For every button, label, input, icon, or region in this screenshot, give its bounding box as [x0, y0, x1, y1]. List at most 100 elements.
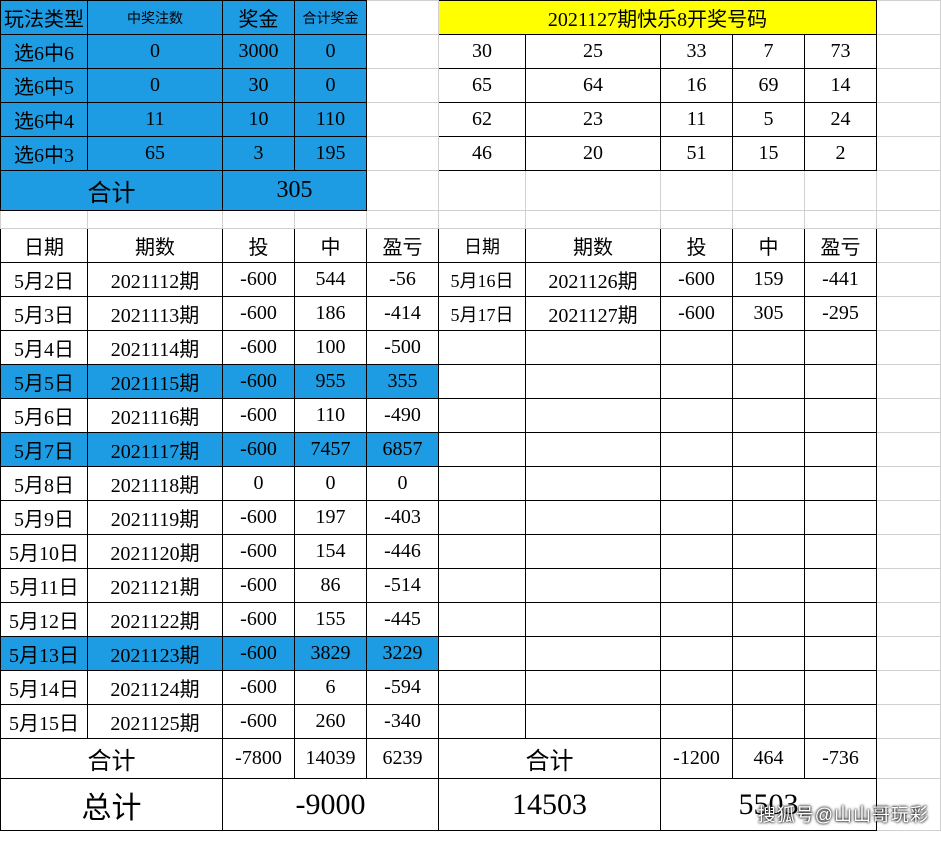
- lottery-number: 64: [526, 69, 661, 103]
- log-cell: 0: [223, 467, 295, 501]
- log-cell: 2021118期: [88, 467, 223, 501]
- lottery-number: 46: [439, 137, 526, 171]
- prize-total-label: 合计: [1, 171, 223, 211]
- grand-value: 14503: [439, 779, 661, 831]
- log-cell: [805, 535, 877, 569]
- log-cell: 5月5日: [1, 365, 88, 399]
- log-cell: -600: [223, 637, 295, 671]
- log-cell: 5月12日: [1, 603, 88, 637]
- log-cell: [439, 603, 526, 637]
- log-cell: [526, 399, 661, 433]
- log-cell: 6: [295, 671, 367, 705]
- subtotal-cell: 14039: [295, 739, 367, 779]
- log-cell: [526, 603, 661, 637]
- prize-header-prize: 奖金: [223, 1, 295, 35]
- log-cell: -600: [223, 399, 295, 433]
- lottery-number: 11: [661, 103, 733, 137]
- subtotal-cell: 464: [733, 739, 805, 779]
- log-cell: 2021113期: [88, 297, 223, 331]
- log-cell: [733, 433, 805, 467]
- log-cell: 3229: [367, 637, 439, 671]
- log-cell: [439, 569, 526, 603]
- log-cell: 2021122期: [88, 603, 223, 637]
- prize-bets: 11: [88, 103, 223, 137]
- log-cell: 2021125期: [88, 705, 223, 739]
- log-cell: 5月14日: [1, 671, 88, 705]
- log-cell: [805, 671, 877, 705]
- log-header: 日期: [1, 229, 88, 263]
- log-cell: [526, 331, 661, 365]
- log-cell: 2021127期: [526, 297, 661, 331]
- log-cell: [661, 467, 733, 501]
- subtotal-label: 合计: [439, 739, 661, 779]
- lottery-number: 7: [733, 35, 805, 69]
- log-header: 中: [295, 229, 367, 263]
- spreadsheet-table: 玩法类型中奖注数奖金合计奖金2021127期快乐8开奖号码选6中60300003…: [0, 0, 941, 831]
- prize-type: 选6中4: [1, 103, 88, 137]
- prize-header-bets: 中奖注数: [88, 1, 223, 35]
- lottery-number: 62: [439, 103, 526, 137]
- log-cell: [805, 705, 877, 739]
- prize-amount: 10: [223, 103, 295, 137]
- log-cell: 5月16日: [439, 263, 526, 297]
- prize-total: 110: [295, 103, 367, 137]
- log-cell: [733, 569, 805, 603]
- log-cell: [439, 501, 526, 535]
- log-cell: 2021117期: [88, 433, 223, 467]
- subtotal-cell: -1200: [661, 739, 733, 779]
- log-header: 期数: [526, 229, 661, 263]
- prize-header-type: 玩法类型: [1, 1, 88, 35]
- prize-total: 195: [295, 137, 367, 171]
- prize-total: 0: [295, 35, 367, 69]
- watermark-text: 搜狐号@山山哥玩彩: [758, 801, 929, 827]
- log-cell: 5月13日: [1, 637, 88, 671]
- log-cell: [661, 637, 733, 671]
- log-cell: [805, 467, 877, 501]
- log-cell: [661, 603, 733, 637]
- log-cell: -600: [223, 603, 295, 637]
- prize-type: 选6中6: [1, 35, 88, 69]
- log-header: 投: [661, 229, 733, 263]
- log-cell: -600: [223, 263, 295, 297]
- log-cell: 7457: [295, 433, 367, 467]
- prize-amount: 30: [223, 69, 295, 103]
- prize-type: 选6中5: [1, 69, 88, 103]
- log-cell: [439, 637, 526, 671]
- log-cell: 5月2日: [1, 263, 88, 297]
- log-cell: 2021121期: [88, 569, 223, 603]
- log-cell: [526, 433, 661, 467]
- log-cell: [661, 569, 733, 603]
- log-cell: [805, 365, 877, 399]
- log-cell: -600: [661, 297, 733, 331]
- log-header: 中: [733, 229, 805, 263]
- log-cell: [526, 705, 661, 739]
- log-cell: [805, 331, 877, 365]
- log-cell: 0: [295, 467, 367, 501]
- log-cell: -414: [367, 297, 439, 331]
- log-cell: [733, 501, 805, 535]
- log-cell: [439, 671, 526, 705]
- log-cell: [733, 603, 805, 637]
- prize-bets: 0: [88, 35, 223, 69]
- prize-total: 0: [295, 69, 367, 103]
- log-cell: [439, 365, 526, 399]
- lottery-number: 2: [805, 137, 877, 171]
- log-cell: 159: [733, 263, 805, 297]
- log-cell: 197: [295, 501, 367, 535]
- log-cell: [661, 671, 733, 705]
- lottery-number: 16: [661, 69, 733, 103]
- log-cell: 155: [295, 603, 367, 637]
- log-header: 投: [223, 229, 295, 263]
- log-cell: 5月15日: [1, 705, 88, 739]
- log-cell: -340: [367, 705, 439, 739]
- lottery-number: 5: [733, 103, 805, 137]
- grand-label: 总计: [1, 779, 223, 831]
- lottery-number: 23: [526, 103, 661, 137]
- log-cell: [526, 637, 661, 671]
- log-cell: [439, 331, 526, 365]
- log-cell: [526, 365, 661, 399]
- log-cell: 2021116期: [88, 399, 223, 433]
- log-cell: 2021124期: [88, 671, 223, 705]
- log-cell: -446: [367, 535, 439, 569]
- lottery-number: 15: [733, 137, 805, 171]
